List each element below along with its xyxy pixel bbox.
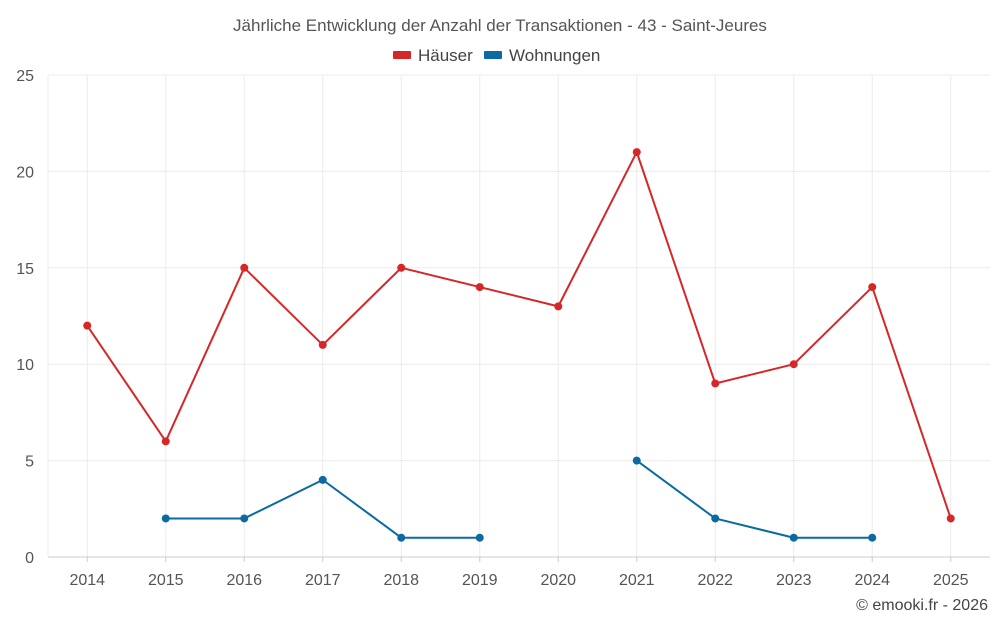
series-line-wohnungen — [636, 459, 873, 539]
data-point-wohnungen[interactable] — [240, 514, 249, 523]
data-point-wohnungen[interactable] — [318, 475, 327, 484]
grid — [47, 74, 990, 557]
x-tick-label: 2023 — [776, 572, 812, 589]
data-point-wohnungen[interactable] — [632, 456, 641, 465]
x-tick-label: 2016 — [226, 572, 262, 589]
data-point-wohnungen[interactable] — [789, 533, 798, 542]
data-point-wohnungen[interactable] — [397, 533, 406, 542]
data-point-wohnungen[interactable] — [475, 533, 484, 542]
data-point-huser[interactable] — [161, 437, 170, 446]
data-point-wohnungen[interactable] — [868, 533, 877, 542]
x-tick-label: 2025 — [933, 572, 969, 589]
y-tick-label: 0 — [25, 550, 34, 567]
data-point-huser[interactable] — [868, 283, 877, 292]
data-point-wohnungen[interactable] — [711, 514, 720, 523]
x-tick-label: 2018 — [383, 572, 419, 589]
legend-label-houser[interactable]: Häuser — [418, 46, 473, 65]
legend: Häuser Wohnungen — [393, 46, 600, 65]
legend-label-wohnungen[interactable]: Wohnungen — [509, 46, 600, 65]
x-tick-label: 2020 — [540, 572, 576, 589]
data-point-huser[interactable] — [83, 321, 92, 330]
data-point-huser[interactable] — [711, 379, 720, 388]
y-tick-label: 15 — [16, 261, 34, 278]
data-point-huser[interactable] — [554, 302, 563, 311]
x-tick-label: 2019 — [462, 572, 498, 589]
y-tick-label: 20 — [16, 164, 34, 181]
data-point-huser[interactable] — [475, 283, 484, 292]
data-point-huser[interactable] — [318, 340, 327, 349]
x-tick-label: 2024 — [854, 572, 890, 589]
data-point-wohnungen[interactable] — [161, 514, 170, 523]
copyright-text: © emooki.fr - 2026 — [856, 597, 988, 614]
y-tick-label: 25 — [16, 68, 34, 85]
data-point-huser[interactable] — [632, 148, 641, 157]
data-point-huser[interactable] — [397, 263, 406, 272]
y-tick-label: 10 — [16, 357, 34, 374]
data-point-huser[interactable] — [946, 514, 955, 523]
series — [83, 148, 955, 542]
y-tick-label: 5 — [25, 454, 34, 471]
data-point-huser[interactable] — [789, 360, 798, 369]
x-tick-label: 2021 — [619, 572, 655, 589]
legend-swatch-wohnungen — [484, 51, 502, 59]
x-tick-label: 2017 — [305, 572, 341, 589]
data-point-huser[interactable] — [240, 263, 249, 272]
x-tick-label: 2015 — [148, 572, 184, 589]
x-tick-label: 2014 — [69, 572, 105, 589]
series-line-huser — [86, 151, 952, 519]
x-tick-label: 2022 — [697, 572, 733, 589]
chart-title: Jährliche Entwicklung der Anzahl der Tra… — [233, 16, 767, 35]
legend-swatch-houser — [393, 51, 411, 59]
